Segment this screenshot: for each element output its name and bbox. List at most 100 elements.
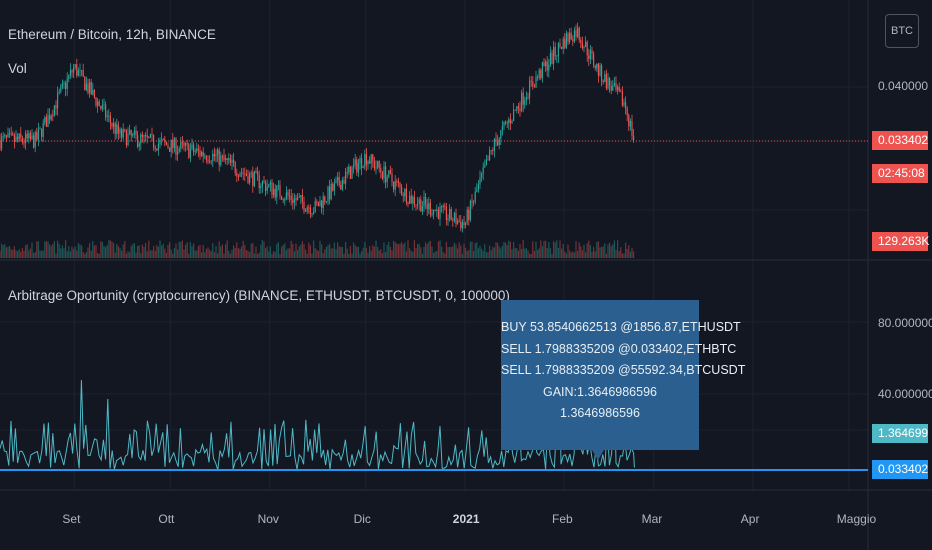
candle-body — [141, 134, 143, 137]
candle-body — [409, 195, 411, 204]
volume-bar — [188, 253, 190, 258]
volume-bar — [133, 243, 135, 258]
candle-body — [407, 202, 409, 204]
volume-bar — [509, 241, 511, 258]
volume-bar — [401, 242, 403, 258]
candle-body — [489, 150, 491, 161]
volume-bar — [543, 241, 545, 258]
volume-bar — [49, 244, 51, 258]
volume-bar — [370, 250, 372, 258]
candle-body — [260, 186, 262, 189]
volume-bar — [316, 249, 318, 258]
candle-body — [506, 122, 508, 124]
candle-body — [613, 83, 615, 86]
candle-body — [21, 137, 23, 143]
candle-body — [404, 188, 406, 197]
candle-body — [169, 147, 171, 152]
volume-bar — [225, 244, 227, 258]
volume-bar — [503, 241, 505, 258]
volume-bar — [341, 247, 343, 258]
candle-body — [293, 198, 295, 203]
volume-bar — [84, 253, 86, 258]
candle-body — [34, 132, 36, 148]
candle-body — [476, 190, 478, 192]
volume-bar — [185, 244, 187, 258]
volume-bar — [204, 252, 206, 258]
volume-bar — [114, 252, 116, 258]
candle-body — [469, 200, 471, 221]
candle-body — [452, 220, 454, 222]
candle-body — [311, 213, 313, 215]
volume-bar — [322, 253, 324, 258]
volume-bar — [154, 250, 156, 258]
volume-bar — [338, 246, 340, 258]
candle-body — [2, 136, 4, 138]
candle-body — [332, 184, 334, 191]
volume-bar — [369, 246, 371, 258]
volume-bar — [373, 246, 375, 258]
candle-body — [197, 148, 199, 151]
volume-bar — [279, 253, 281, 258]
candle-body — [194, 151, 196, 153]
volume-bar — [21, 248, 23, 258]
volume-bar — [581, 250, 583, 258]
candle-body — [492, 149, 494, 151]
candle-body — [519, 108, 521, 111]
candle-body — [281, 196, 283, 200]
volume-bar — [60, 248, 62, 258]
volume-bar — [273, 251, 275, 258]
volume-bar — [98, 253, 100, 258]
candle-body — [527, 97, 529, 98]
volume-bar — [479, 245, 481, 258]
volume-bar — [29, 248, 31, 258]
volume-bar — [13, 246, 15, 258]
candle-body — [354, 159, 356, 166]
candle-body — [228, 158, 230, 161]
volume-bar — [36, 241, 38, 258]
candle-body — [327, 186, 329, 202]
tooltip-line: 1.3646986596 — [560, 406, 640, 420]
volume-bar — [65, 240, 67, 258]
volume-bar — [428, 241, 430, 258]
candle-body — [455, 212, 457, 224]
volume-bar — [17, 251, 19, 258]
volume-bar — [349, 245, 351, 258]
candle-body — [335, 180, 337, 184]
volume-bar — [546, 248, 548, 258]
volume-bar — [34, 251, 36, 258]
volume-bar — [172, 253, 174, 258]
volume-bar — [447, 247, 449, 258]
volume-tag: 129.263K — [872, 232, 929, 251]
candle-body — [322, 196, 324, 209]
volume-bar — [553, 241, 555, 258]
volume-bar — [593, 246, 595, 258]
candle-body — [484, 165, 486, 168]
candle-body — [314, 201, 316, 212]
volume-bar — [90, 250, 92, 258]
volume-bar — [129, 252, 131, 258]
candle-body — [369, 161, 371, 164]
candle-body — [549, 52, 551, 65]
volume-bar — [178, 241, 180, 258]
candle-body — [52, 115, 54, 117]
volume-bar — [234, 247, 236, 258]
volume-bar — [92, 241, 94, 258]
volume-bar — [365, 247, 367, 258]
volume-bar — [82, 252, 84, 258]
volume-bar — [620, 247, 622, 258]
candle-body — [271, 182, 273, 195]
volume-bar — [298, 246, 300, 258]
volume-bar — [42, 250, 44, 258]
volume-bar — [418, 243, 420, 258]
candle-body — [1, 136, 3, 149]
candle-body — [58, 91, 60, 93]
volume-bar — [330, 248, 332, 258]
volume-bar — [580, 246, 582, 258]
volume-bar — [577, 251, 579, 258]
currency-button[interactable]: BTC — [885, 14, 919, 48]
candle-body — [508, 119, 510, 124]
candle-body — [151, 133, 153, 135]
volume-label: Vol — [8, 61, 27, 76]
candle-body — [477, 184, 479, 191]
